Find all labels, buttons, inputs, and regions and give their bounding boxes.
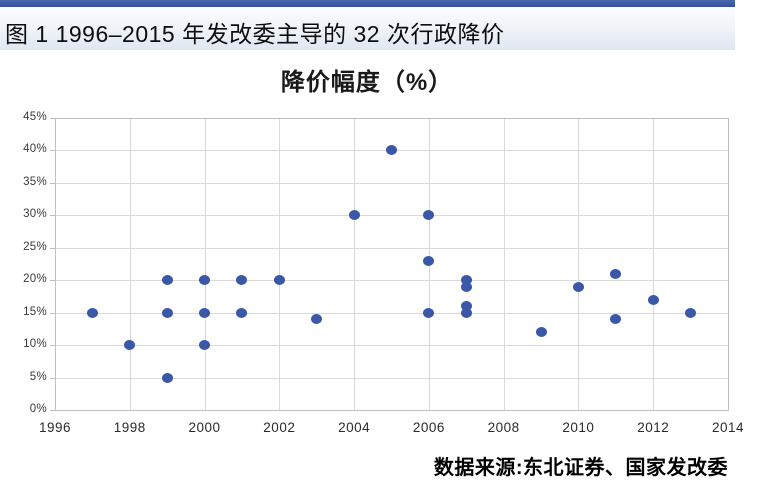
figure-header: 图 1 1996–2015 年发改委主导的 32 次行政降价	[0, 7, 735, 50]
data-point	[647, 294, 659, 305]
gridline-horizontal	[55, 182, 728, 184]
data-point	[460, 307, 472, 318]
y-axis-tick	[50, 215, 55, 217]
data-point	[273, 275, 285, 286]
x-axis-label: 1998	[113, 420, 146, 435]
y-axis-label: 0%	[29, 403, 47, 415]
data-point	[236, 307, 248, 318]
gridline-vertical	[279, 118, 281, 410]
x-axis-label: 1996	[38, 420, 72, 435]
y-axis-label: 45%	[23, 111, 47, 123]
y-axis-label: 40%	[23, 143, 47, 156]
data-point	[610, 268, 622, 279]
data-point	[236, 275, 248, 286]
y-axis-tick	[50, 377, 55, 379]
data-point	[386, 145, 397, 156]
figure-caption: 图 1 1996–2015 年发改委主导的 32 次行政降价	[5, 21, 505, 47]
data-point	[124, 340, 136, 351]
y-axis-tick	[50, 410, 55, 411]
data-point	[535, 327, 547, 338]
data-point	[199, 340, 211, 351]
x-axis-label: 2014	[711, 420, 745, 435]
data-point	[572, 281, 584, 292]
gridline-horizontal	[55, 312, 728, 314]
gridline-horizontal	[55, 280, 728, 282]
y-axis-label: 25%	[23, 240, 47, 253]
gridline-vertical	[204, 118, 206, 410]
gridline-vertical	[503, 118, 505, 410]
y-axis-tick	[50, 247, 55, 249]
gridline-vertical	[578, 118, 580, 410]
y-axis-label: 30%	[23, 208, 47, 221]
y-axis-label: 20%	[23, 273, 47, 286]
y-axis-tick	[50, 182, 55, 184]
data-point	[86, 307, 98, 318]
y-axis-label: 10%	[23, 338, 47, 351]
y-axis-label: 5%	[29, 370, 47, 383]
gridline-horizontal	[55, 377, 728, 379]
y-axis-tick	[50, 345, 55, 347]
x-axis-label: 2004	[338, 420, 371, 435]
source-note: 数据来源:东北证券、国家发改委	[433, 457, 728, 479]
x-axis-label: 2002	[263, 420, 296, 435]
data-point	[348, 210, 360, 221]
data-point	[685, 307, 697, 318]
gridline-horizontal	[55, 345, 728, 347]
x-axis-label: 2000	[188, 420, 221, 435]
y-axis-tick	[50, 280, 55, 282]
x-axis-label: 2006	[412, 420, 445, 435]
data-point	[161, 372, 173, 383]
data-point	[423, 307, 435, 318]
gridline-vertical	[354, 118, 356, 410]
y-axis-tick	[50, 312, 55, 314]
gridline-vertical	[653, 118, 655, 410]
y-axis-tick	[50, 118, 55, 119]
data-point	[161, 275, 173, 286]
y-axis-label: 35%	[23, 175, 47, 188]
data-point	[199, 275, 211, 286]
data-point	[460, 275, 472, 286]
top-accent-bar	[0, 0, 735, 7]
data-point	[460, 281, 472, 292]
data-point	[423, 255, 435, 266]
y-axis-label: 15%	[23, 305, 47, 318]
data-point	[311, 314, 323, 325]
data-point	[199, 307, 211, 318]
x-axis-label: 2012	[637, 420, 670, 435]
y-axis-tick	[50, 150, 55, 152]
x-axis-label: 2008	[487, 420, 520, 435]
data-point	[423, 210, 435, 221]
gridline-horizontal	[55, 215, 728, 217]
data-point	[161, 307, 173, 318]
x-axis-label: 2010	[562, 420, 595, 435]
data-point	[610, 314, 622, 325]
data-point	[460, 301, 472, 312]
chart-title: 降价幅度（%）	[280, 69, 454, 96]
gridline-horizontal	[55, 247, 728, 249]
gridline-vertical	[129, 118, 131, 410]
plot-area	[55, 118, 729, 411]
